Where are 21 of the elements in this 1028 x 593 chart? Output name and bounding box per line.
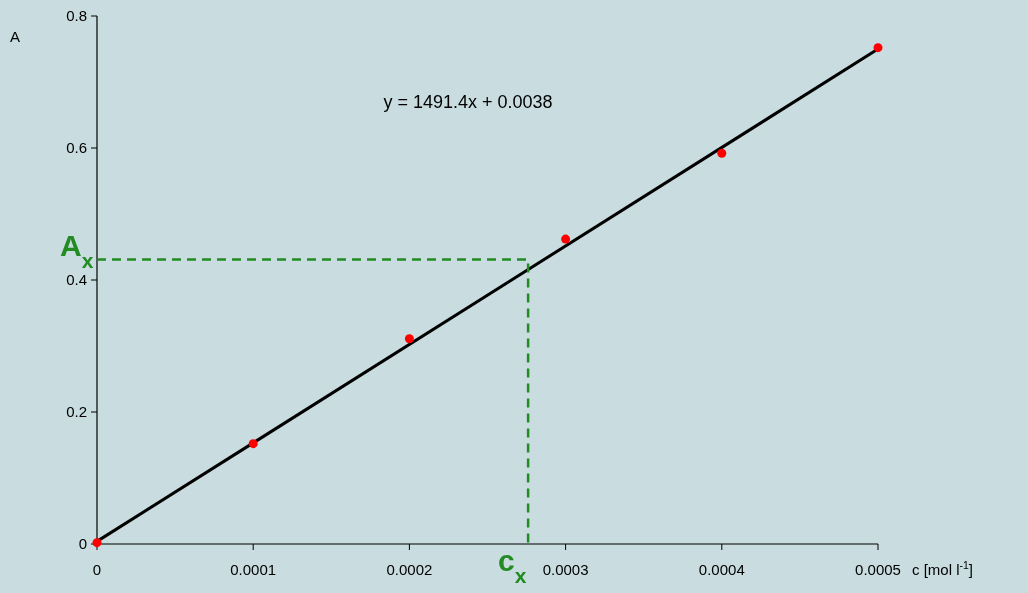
y-tick-label: 0.8 [66, 7, 87, 24]
text: A$_{x}$ [60, 228, 94, 272]
annotation: c$_{x}$ [498, 544, 527, 587]
y-tick-label: 0.6 [66, 139, 87, 156]
y-axis-title: A [10, 28, 21, 45]
x-tick-label: 0.0001 [230, 561, 277, 578]
x-tick-label: 0 [92, 561, 102, 578]
y-tick-label: 0.4 [66, 271, 87, 288]
point [561, 234, 571, 244]
y-tick-label: 0 [78, 535, 87, 552]
y-tick-label: 0.2 [66, 403, 87, 420]
x-tick-label: 0.0003 [542, 561, 589, 578]
annotation: y = 1491.4x + 0.0038 [383, 92, 553, 112]
x-tick-label: 0.0004 [698, 561, 745, 578]
point [248, 439, 258, 449]
x-axis-title: c [mol l$^{-1}$] [912, 559, 974, 578]
point [404, 334, 414, 344]
x-tick-label: 0.0005 [855, 561, 901, 578]
point [717, 148, 727, 158]
x-tick-label: 0.0002 [386, 561, 433, 578]
point [873, 43, 883, 53]
